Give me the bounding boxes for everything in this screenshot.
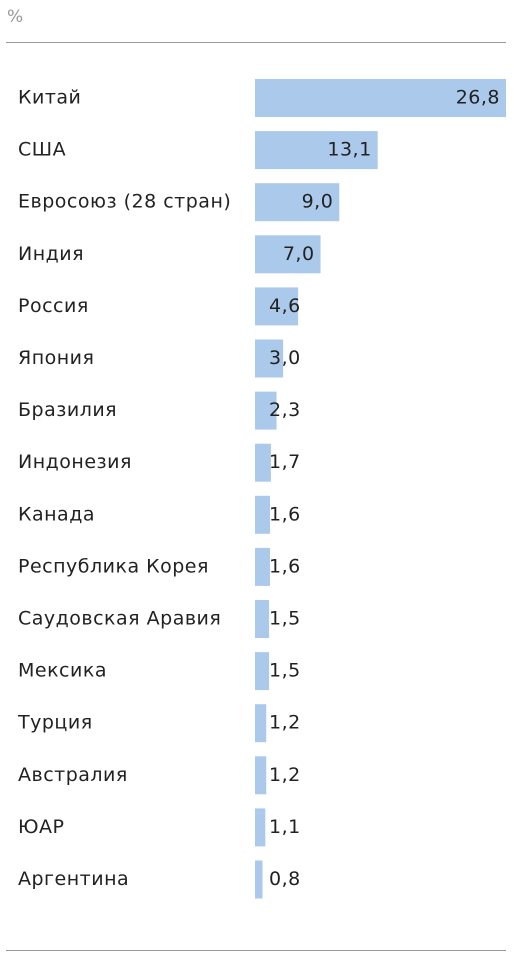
bar [255,600,270,638]
value-label: 4,6 [269,295,301,317]
value-label: 1,2 [269,764,301,786]
bar [255,808,266,847]
category-label: Мексика [18,660,107,682]
value-label: 1,1 [269,816,301,838]
bar [255,287,299,326]
category-label: Китай [18,87,81,109]
category-label: США [18,139,66,161]
value-label: 2,3 [269,399,301,421]
category-label: Индонезия [18,451,132,473]
value-label: 13,1 [327,139,371,161]
value-label: 0,8 [269,868,301,890]
category-label: Саудовская Аравия [18,608,221,630]
value-label: 1,6 [269,503,301,525]
unit-label: % [7,7,24,27]
bar [255,704,267,743]
category-label: Канада [18,503,95,525]
value-label: 3,0 [269,347,301,369]
category-label: Бразилия [18,399,117,421]
bar [255,183,340,222]
bar [255,339,284,378]
category-label: Республика Корея [18,555,209,577]
bar [255,652,270,691]
bar [255,79,506,117]
category-label: Россия [18,295,89,317]
value-label: 1,7 [269,451,301,473]
bar [255,235,321,274]
bar [255,391,277,430]
category-label: Турция [17,712,93,734]
bar [255,131,378,170]
value-label: 1,5 [269,660,301,682]
value-label: 26,8 [456,87,500,109]
bar [255,495,270,534]
category-label: Япония [18,347,94,369]
value-label: 1,5 [269,608,301,630]
category-label: ЮАР [18,816,64,838]
category-label: Аргентина [18,868,129,890]
bar [255,756,267,795]
value-label: 1,2 [269,712,301,734]
value-label: 9,0 [302,191,334,213]
category-label: Индия [18,243,84,265]
bar [255,443,271,482]
value-label: 1,6 [269,555,301,577]
bar [255,860,263,899]
value-label: 7,0 [283,243,315,265]
category-label: Евросоюз (28 стран) [18,191,231,213]
category-label: Австралия [18,764,128,786]
bar [255,547,270,586]
